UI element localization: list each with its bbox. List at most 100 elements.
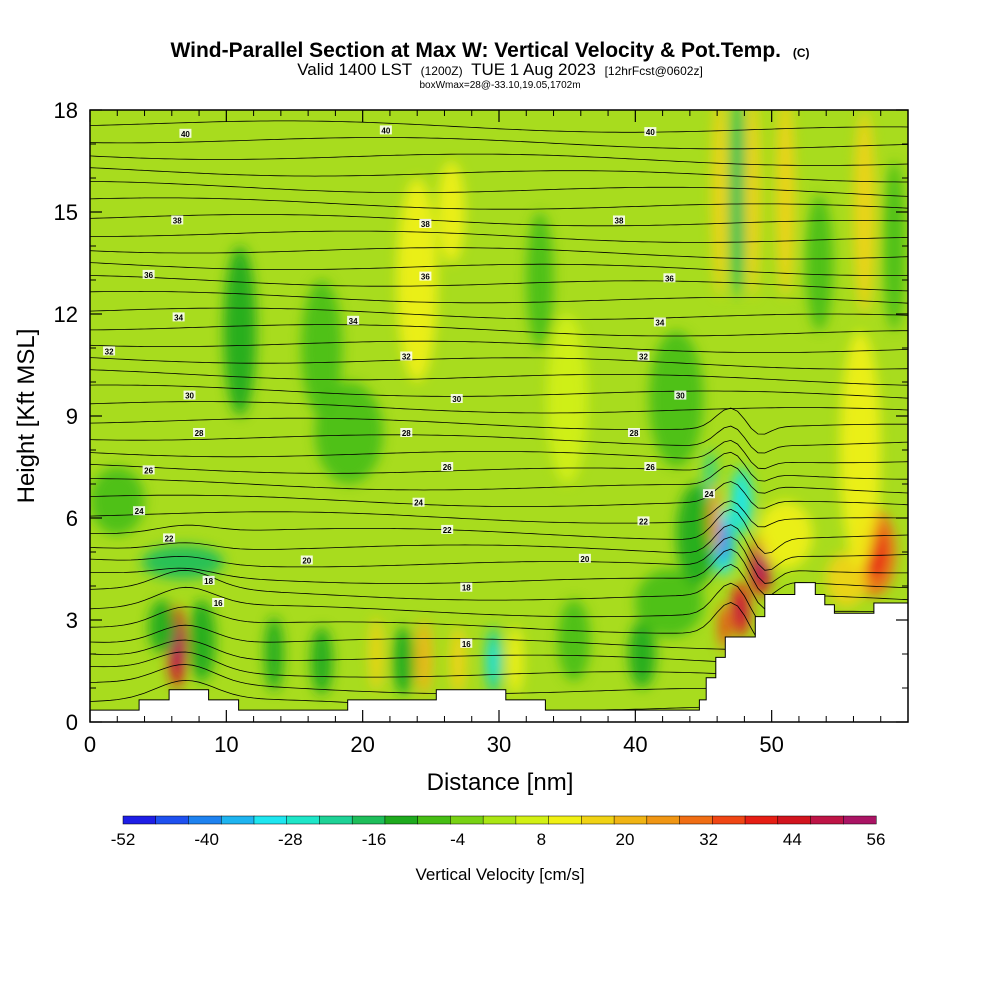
theta-label: 38 (419, 218, 432, 229)
theta-label-bg (179, 128, 192, 138)
theta-label-text: 34 (174, 313, 183, 322)
theta-label-bg (578, 553, 591, 563)
velocity-cell (676, 484, 718, 586)
theta-label-bg (450, 394, 463, 403)
theta-label-bg (103, 346, 116, 356)
colorbar-swatch (548, 815, 582, 825)
theta-contour-line (90, 214, 908, 227)
theta-contour-line (90, 357, 908, 370)
theta-contour-line (90, 291, 908, 304)
theta-label: 40 (179, 128, 192, 139)
theta-label-bg (460, 638, 473, 648)
colorbar-swatch (155, 815, 190, 825)
x-tick-label: 30 (487, 732, 511, 757)
colorbar-tick-label: 32 (699, 830, 718, 849)
theta-label-text: 38 (615, 217, 624, 226)
colorbar-swatch (319, 815, 353, 825)
theta-contours (90, 120, 908, 722)
x-axis-label: Distance [nm] (427, 769, 574, 796)
theta-label-text: 32 (105, 347, 114, 356)
theta-label-text: 22 (443, 526, 452, 535)
y-tick-label: 9 (66, 404, 78, 429)
theta-label: 30 (450, 394, 463, 404)
theta-label: 34 (653, 317, 666, 328)
theta-label: 26 (441, 462, 454, 472)
velocity-cell (314, 382, 384, 484)
x-axis: 0 10 20 30 40 50 (84, 110, 882, 757)
colorbar-tick-label: -40 (194, 830, 219, 849)
velocity-cell (853, 110, 876, 314)
colorbar-swatch (286, 815, 320, 825)
velocity-cell (758, 501, 813, 569)
velocity-cell (526, 212, 554, 348)
theta-label-text: 18 (462, 584, 471, 593)
velocity-core (735, 480, 748, 522)
velocity-core (489, 640, 499, 682)
theta-label-text: 36 (421, 273, 430, 282)
theta-label: 36 (142, 269, 155, 280)
theta-contour-line (90, 439, 908, 470)
theta-label-text: 36 (144, 271, 153, 280)
theta-label: 32 (637, 351, 650, 362)
colorbar-swatch (515, 815, 550, 825)
theta-label-bg (419, 271, 432, 281)
theta-label-bg (674, 390, 687, 400)
colorbar-label: Vertical Velocity [cm/s] (415, 865, 584, 884)
subtitle-utc: (1200Z) (421, 64, 463, 78)
theta-label-text: 34 (349, 317, 358, 326)
theta-label-bg (441, 462, 454, 471)
theta-label: 22 (163, 533, 176, 543)
x-tick-label: 40 (623, 732, 647, 757)
theta-label-bg (400, 351, 413, 361)
theta-label-bg (300, 555, 313, 565)
theta-label-bg (460, 582, 473, 592)
theta-label-bg (627, 428, 640, 437)
y-tick-label: 18 (54, 98, 78, 123)
colorbar-tick-label: 56 (867, 830, 886, 849)
theta-label-text: 22 (639, 517, 648, 526)
theta-label-bg (347, 315, 360, 325)
theta-contour-line (90, 524, 908, 571)
velocity-cell (839, 331, 881, 569)
colorbar-swatch (712, 815, 746, 825)
theta-label: 20 (300, 555, 313, 566)
velocity-cell (392, 626, 415, 695)
theta-label: 28 (193, 428, 206, 438)
theta-label: 22 (637, 516, 650, 526)
velocity-cell (883, 161, 906, 331)
theta-label: 28 (400, 428, 413, 438)
velocity-cell (310, 626, 333, 695)
colorbar-tick-label: -52 (111, 830, 136, 849)
colorbar-swatch (744, 815, 779, 825)
theta-label-bg (183, 390, 196, 400)
theta-contour-line (90, 230, 908, 243)
subtitle-forecast: [12hrFcst@0602z] (605, 64, 703, 78)
theta-label-bg (702, 489, 715, 499)
theta-label-bg (663, 273, 676, 283)
colorbar-swatch (450, 815, 484, 825)
velocity-cell (148, 599, 176, 654)
theta-label-bg (612, 215, 625, 225)
theta-label-bg (163, 533, 176, 543)
colorbar-tick-label: 20 (616, 830, 635, 849)
subtitle-valid: Valid 1400 LST (297, 60, 412, 79)
colorbar-swatch (417, 815, 451, 825)
plot-area: 40 40 40 38 38 38 36 36 36 34 34 34 32 32 32 30 30 30 28 28… (90, 110, 908, 722)
colorbar-tick-label: -4 (450, 830, 465, 849)
theta-label-text: 24 (414, 499, 423, 508)
velocity-cell (546, 314, 588, 484)
theta-label-text: 20 (580, 555, 589, 564)
velocity-cell (264, 616, 284, 692)
theta-label-bg (644, 127, 657, 137)
colorbar-swatch (777, 815, 812, 825)
theta-label: 20 (578, 553, 591, 564)
theta-contour-line (90, 153, 908, 166)
velocity-cell (805, 195, 834, 331)
theta-contour-line (90, 407, 908, 435)
theta-label-bg (644, 462, 657, 471)
theta-label: 32 (400, 351, 413, 362)
velocity-cell (141, 545, 224, 580)
